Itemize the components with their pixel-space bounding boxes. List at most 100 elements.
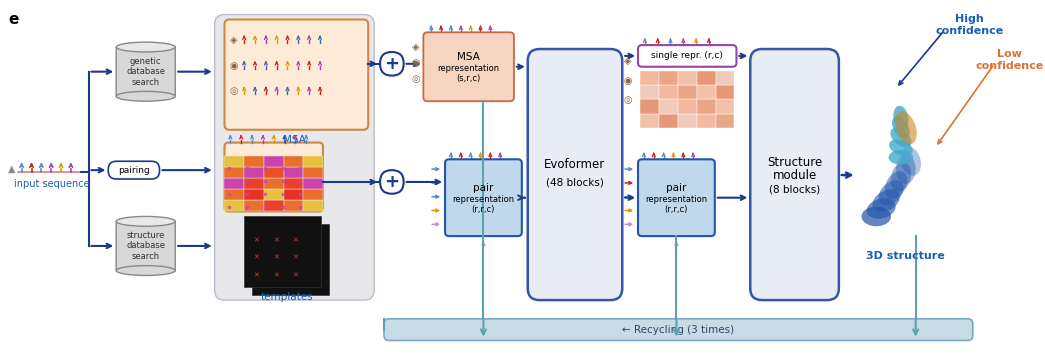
Ellipse shape (116, 266, 176, 276)
Ellipse shape (116, 91, 176, 101)
Text: pair: pair (473, 183, 493, 193)
Text: ◎: ◎ (624, 95, 632, 105)
FancyBboxPatch shape (225, 142, 323, 211)
FancyBboxPatch shape (423, 32, 514, 101)
Text: +: + (385, 173, 399, 191)
Text: (r,r,c): (r,r,c) (665, 205, 688, 214)
Text: (r,r,c): (r,r,c) (471, 205, 495, 214)
Bar (264, 190, 283, 201)
Text: (48 blocks): (48 blocks) (547, 177, 604, 187)
Bar (283, 201, 303, 211)
Ellipse shape (888, 150, 913, 165)
Bar (225, 190, 245, 201)
Bar (264, 178, 283, 190)
Text: single repr. (r,c): single repr. (r,c) (651, 51, 723, 60)
Text: module: module (772, 169, 817, 182)
Bar (678, 71, 697, 85)
Bar (283, 156, 303, 167)
Text: templates: templates (261, 292, 314, 302)
Text: +: + (385, 55, 399, 73)
Text: (8 blocks): (8 blocks) (769, 184, 820, 194)
Text: ✕: ✕ (253, 237, 259, 243)
Text: 3D structure: 3D structure (866, 251, 945, 261)
Bar (252, 224, 329, 295)
Text: MSA: MSA (458, 52, 480, 62)
FancyBboxPatch shape (380, 170, 403, 194)
Ellipse shape (890, 162, 911, 191)
FancyBboxPatch shape (116, 221, 176, 271)
Bar (640, 114, 659, 128)
Ellipse shape (861, 207, 891, 226)
Text: representation: representation (452, 195, 514, 204)
Text: MSA: MSA (283, 135, 306, 145)
Text: ✕: ✕ (293, 255, 298, 261)
Bar (283, 167, 303, 178)
Bar (659, 114, 678, 128)
Text: ◈: ◈ (230, 35, 237, 45)
Bar (640, 85, 659, 99)
Text: confidence: confidence (975, 61, 1043, 71)
Bar (225, 156, 245, 167)
FancyBboxPatch shape (638, 159, 715, 236)
Text: confidence: confidence (935, 26, 1004, 36)
Ellipse shape (895, 111, 916, 144)
Bar (640, 99, 659, 114)
Text: ✕: ✕ (273, 255, 279, 261)
Bar (716, 114, 735, 128)
FancyBboxPatch shape (528, 49, 622, 300)
Text: (s,r,c): (s,r,c) (457, 74, 481, 83)
Text: Structure: Structure (767, 156, 822, 169)
Bar (225, 167, 245, 178)
Bar (303, 156, 323, 167)
Bar (697, 85, 716, 99)
FancyBboxPatch shape (214, 15, 374, 300)
Bar (245, 216, 321, 287)
Bar (640, 71, 659, 85)
Bar (303, 178, 323, 190)
Bar (264, 156, 283, 167)
Ellipse shape (885, 171, 907, 198)
Bar (659, 99, 678, 114)
Text: pair: pair (667, 183, 687, 193)
FancyBboxPatch shape (384, 319, 973, 341)
FancyBboxPatch shape (225, 20, 368, 130)
Bar (716, 71, 735, 85)
Text: ◉: ◉ (624, 76, 632, 86)
Text: ✕: ✕ (273, 237, 279, 243)
Bar (245, 167, 264, 178)
Bar (659, 85, 678, 99)
Ellipse shape (892, 116, 910, 139)
Bar (283, 190, 303, 201)
Bar (697, 114, 716, 128)
Text: ◎: ◎ (229, 86, 237, 96)
Bar (225, 201, 245, 211)
FancyBboxPatch shape (116, 47, 176, 96)
Ellipse shape (879, 180, 904, 205)
Ellipse shape (116, 42, 176, 52)
FancyBboxPatch shape (109, 161, 160, 179)
Bar (283, 178, 303, 190)
FancyBboxPatch shape (638, 45, 737, 67)
Text: ▲: ▲ (8, 164, 16, 174)
Text: ◉: ◉ (412, 58, 420, 68)
Ellipse shape (893, 106, 908, 130)
FancyBboxPatch shape (445, 159, 521, 236)
Text: ◎: ◎ (412, 74, 420, 84)
Bar (716, 99, 735, 114)
Ellipse shape (896, 154, 915, 184)
Ellipse shape (890, 128, 911, 147)
Text: structure
database
search: structure database search (126, 231, 165, 261)
Text: Evoformer: Evoformer (544, 158, 606, 171)
Bar (697, 71, 716, 85)
Bar (245, 201, 264, 211)
Bar (678, 114, 697, 128)
Bar (264, 167, 283, 178)
Text: ✕: ✕ (293, 272, 298, 278)
Text: pairing: pairing (118, 166, 149, 175)
Ellipse shape (866, 198, 896, 219)
Text: ◈: ◈ (412, 42, 419, 52)
FancyBboxPatch shape (750, 49, 839, 300)
Text: e: e (8, 12, 18, 27)
Text: Low: Low (997, 49, 1022, 59)
Bar (303, 190, 323, 201)
